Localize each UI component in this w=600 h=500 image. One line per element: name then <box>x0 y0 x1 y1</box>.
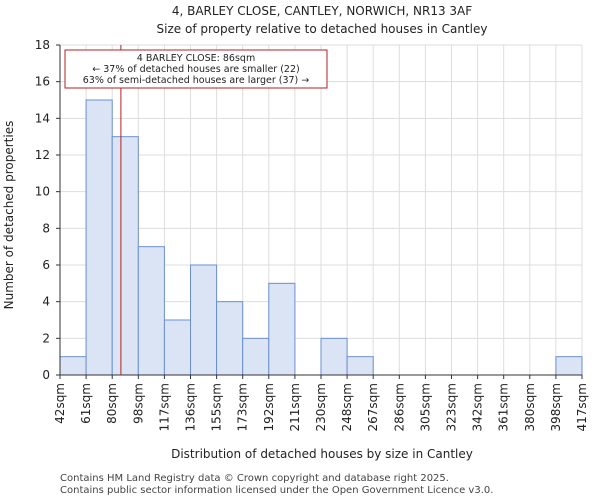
x-tick-label: 80sqm <box>105 383 119 424</box>
x-tick-label: 417sqm <box>575 383 589 431</box>
bar <box>59 356 87 376</box>
bar <box>111 136 139 376</box>
bar <box>320 337 348 376</box>
x-tick-label: 361sqm <box>497 383 511 431</box>
bar <box>268 282 296 376</box>
y-tick-label: 18 <box>35 38 50 52</box>
y-tick-label: 2 <box>42 331 50 345</box>
y-axis-label: Number of detached properties <box>2 121 16 310</box>
bar <box>85 99 113 376</box>
x-tick-label: 61sqm <box>79 383 93 424</box>
annotation-line: ← 37% of detached houses are smaller (22… <box>92 64 299 75</box>
bar <box>137 246 165 376</box>
x-tick-label: 398sqm <box>549 383 563 431</box>
annotation-line: 4 BARLEY CLOSE: 86sqm <box>137 53 255 64</box>
x-tick-label: 267sqm <box>366 383 380 431</box>
x-tick-label: 192sqm <box>262 383 276 431</box>
y-tick-label: 6 <box>42 258 50 272</box>
x-tick-label: 211sqm <box>288 383 302 431</box>
x-tick-label: 173sqm <box>236 383 250 431</box>
bars-group <box>59 99 583 376</box>
x-tick-label: 230sqm <box>314 383 328 431</box>
x-tick-label: 248sqm <box>340 383 354 431</box>
y-tick-label: 4 <box>42 295 50 309</box>
annotation-box <box>64 49 328 89</box>
y-axis: 0 2 4 6 8 10 12 14 16 18 <box>35 38 61 382</box>
chart-title: 4, BARLEY CLOSE, CANTLEY, NORWICH, NR13 … <box>172 4 472 18</box>
x-tick-label: 136sqm <box>184 383 198 431</box>
y-tick-label: 8 <box>42 221 50 235</box>
x-tick-label: 98sqm <box>131 383 145 424</box>
annotation-line: 63% of semi-detached houses are larger (… <box>83 75 310 86</box>
chart-subtitle: Size of property relative to detached ho… <box>157 22 488 36</box>
x-tick-label: 117sqm <box>157 383 171 431</box>
bar <box>216 301 244 376</box>
x-tick-label: 305sqm <box>418 383 432 431</box>
bar <box>555 356 583 376</box>
x-tick-label: 380sqm <box>523 383 537 431</box>
x-tick-label: 286sqm <box>392 383 406 431</box>
bar <box>242 337 270 376</box>
y-tick-label: 12 <box>35 148 50 162</box>
bar <box>163 319 191 376</box>
y-tick-label: 14 <box>35 111 50 125</box>
x-tick-label: 342sqm <box>471 383 485 431</box>
x-axis: 42sqm 61sqm 80sqm 98sqm 117sqm 136sqm 155sqm 17… <box>53 374 589 431</box>
x-axis-label: Distribution of detached houses by size … <box>171 447 473 461</box>
marker-group: 4 BARLEY CLOSE: 86sqm← 37% of detached h… <box>64 45 328 375</box>
x-tick-label: 323sqm <box>445 383 459 431</box>
y-tick-label: 0 <box>42 368 50 382</box>
footer-line-2: Contains public sector information licen… <box>60 485 494 496</box>
bar <box>190 264 218 376</box>
x-tick-label: 42sqm <box>53 383 67 424</box>
footer-line-1: Contains HM Land Registry data © Crown c… <box>60 473 449 484</box>
x-tick-label: 155sqm <box>210 383 224 431</box>
bar <box>346 356 374 376</box>
y-tick-label: 16 <box>35 75 50 89</box>
y-tick-label: 10 <box>35 185 50 199</box>
